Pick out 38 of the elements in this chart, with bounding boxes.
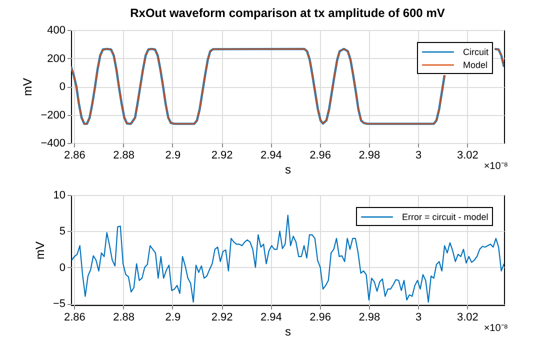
y-tick-label: −200 xyxy=(40,109,66,122)
x-axis-title: s xyxy=(285,162,291,176)
legend-label: Error = circuit - model xyxy=(402,212,488,222)
x-axis-title: s xyxy=(285,324,291,337)
x-tick-label: 3 xyxy=(415,312,422,324)
y-axis-title: mV xyxy=(20,78,35,96)
y-tick-label: 10 xyxy=(53,190,66,202)
x-tick-label: 2.92 xyxy=(211,150,233,162)
x-tick-label: 2.96 xyxy=(310,312,332,324)
legend-label: Circuit xyxy=(463,47,489,57)
x-tick-label: 2.98 xyxy=(358,150,380,162)
y-axis-title: mV xyxy=(32,242,47,260)
x-tick-label: 2.88 xyxy=(113,312,135,324)
x-tick-label: 2.86 xyxy=(64,150,86,162)
y-tick-label: −400 xyxy=(40,138,66,150)
x-tick-label: 3.02 xyxy=(456,312,478,324)
legend-label: Model xyxy=(463,60,488,70)
x-tick-label: 2.88 xyxy=(113,150,135,162)
chart-title: RxOut waveform comparison at tx amplitude of 600 mV xyxy=(130,6,445,20)
x-tick-label: 2.94 xyxy=(260,312,282,324)
y-tick-label: −5 xyxy=(52,298,66,310)
y-tick-label: 5 xyxy=(59,226,66,238)
y-tick-label: 0 xyxy=(59,262,66,274)
line-series xyxy=(71,214,504,303)
x-tick-label: 2.92 xyxy=(211,312,233,324)
x-tick-label: 2.94 xyxy=(260,150,282,162)
x-tick-label: 2.9 xyxy=(165,312,181,324)
x-tick-label: 2.9 xyxy=(165,150,181,162)
y-tick-label: 400 xyxy=(47,24,66,36)
text: ×10⁻⁸ xyxy=(484,161,508,172)
text: ×10⁻⁸ xyxy=(484,323,508,334)
y-tick-label: 200 xyxy=(47,52,66,65)
x-tick-label: 2.98 xyxy=(358,312,380,324)
x-tick-label: 2.86 xyxy=(64,312,86,324)
x-tick-label: 2.96 xyxy=(310,150,332,162)
y-tick-label: 0 xyxy=(59,81,66,93)
x-tick-label: 3 xyxy=(415,150,422,162)
x-tick-label: 3.02 xyxy=(456,150,478,162)
